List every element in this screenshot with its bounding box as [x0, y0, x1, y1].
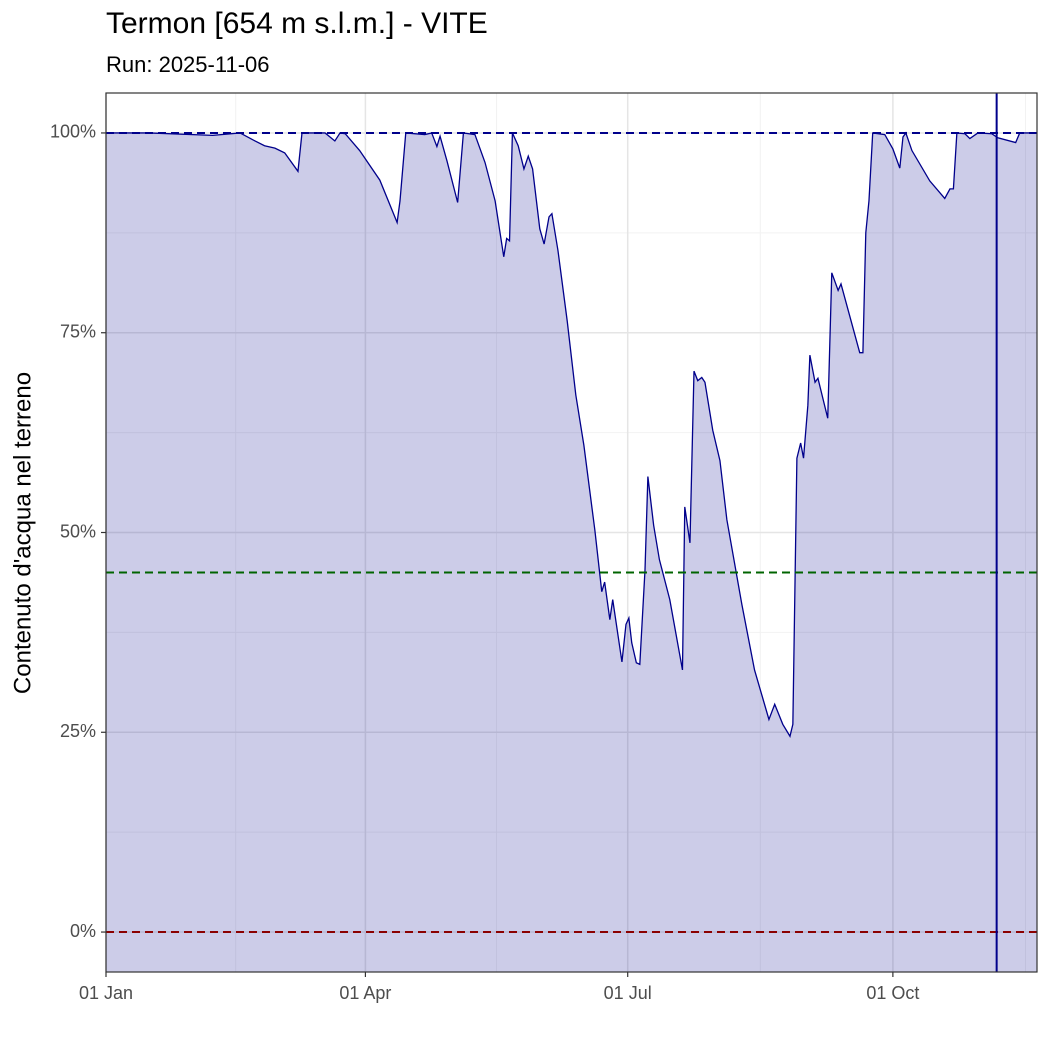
y-tick-label: 50% [60, 521, 96, 541]
y-tick-label: 25% [60, 721, 96, 741]
chart-subtitle: Run: 2025-11-06 [106, 52, 270, 77]
x-tick-label: 01 Jan [79, 983, 133, 1003]
y-axis-label: Contenuto d'acqua nel terreno [9, 372, 36, 694]
chart-title: Termon [654 m s.l.m.] - VITE [106, 7, 488, 40]
y-tick-label: 0% [70, 921, 96, 941]
x-tick-label: 01 Oct [866, 983, 919, 1003]
y-tick-label: 100% [50, 122, 96, 142]
x-tick-label: 01 Jul [604, 983, 652, 1003]
area [106, 132, 1037, 972]
x-tick-label: 01 Apr [339, 983, 391, 1003]
y-tick-label: 75% [60, 321, 96, 341]
